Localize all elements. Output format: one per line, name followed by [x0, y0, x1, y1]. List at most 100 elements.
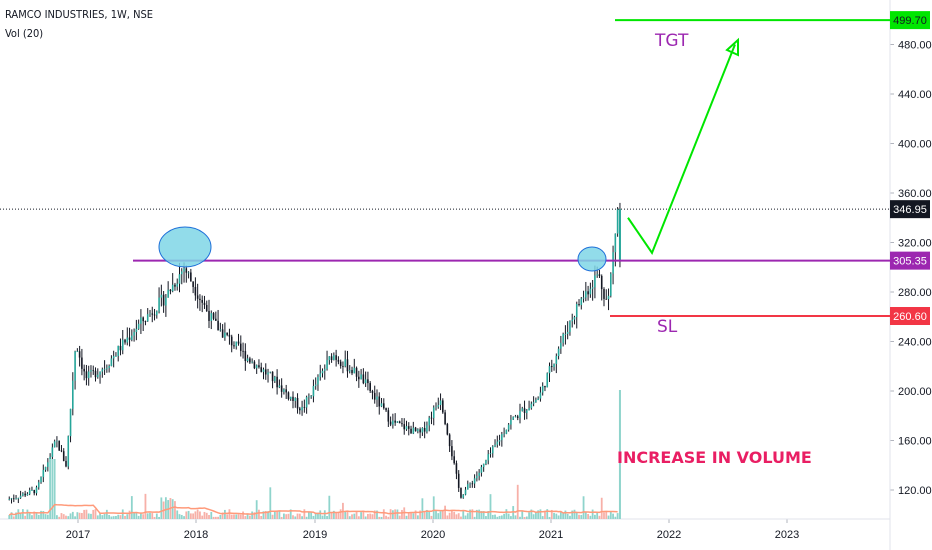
volume-bar [121, 509, 124, 519]
volume-bar [233, 514, 235, 519]
volume-bar [566, 513, 569, 519]
candle-body [496, 441, 499, 445]
volume-bar [74, 516, 76, 519]
volume-bar [28, 512, 31, 519]
volume-bar [26, 509, 29, 519]
volume-bar [582, 496, 585, 519]
candle-body [376, 396, 378, 400]
volume-bar [289, 509, 292, 519]
candle-body [305, 397, 308, 408]
volume-bar [46, 514, 49, 519]
candle-body [612, 252, 614, 274]
candle-body [407, 426, 410, 429]
candle-body [40, 477, 42, 483]
candle-body [466, 484, 469, 490]
candle-body [253, 361, 256, 369]
volume-bar [21, 509, 24, 519]
volume-bar [278, 511, 281, 519]
candle-body [587, 291, 589, 295]
candle-body [65, 460, 67, 467]
volume-bar [571, 510, 574, 519]
volume-bar [600, 497, 603, 519]
candle-body [149, 313, 151, 315]
volume-bar [598, 515, 601, 519]
candle-body [480, 466, 483, 473]
candle-body [239, 343, 242, 351]
volume-bar [344, 511, 347, 519]
volume-bar [398, 515, 401, 519]
volume-bar [94, 509, 97, 519]
volume-bar [494, 514, 496, 519]
volume-bar [248, 515, 251, 519]
volume-indicator-label[interactable]: Vol (20) [5, 27, 44, 40]
projection-arrowhead [725, 37, 739, 57]
volume-bar [528, 512, 530, 519]
volume-bar [253, 512, 256, 519]
candle-body [285, 389, 287, 393]
volume-bar [317, 512, 319, 519]
candle-body [435, 406, 437, 408]
candle-body [112, 356, 115, 359]
candle-body [555, 356, 558, 365]
volume-bar [228, 509, 231, 519]
candle-body [323, 368, 326, 371]
volume-bar [196, 509, 199, 519]
candle-body [526, 410, 528, 413]
candle-body [267, 372, 269, 375]
volume-bar [58, 516, 61, 519]
candle-body [557, 348, 560, 357]
volume-bar [371, 514, 374, 519]
volume-bar [230, 514, 233, 519]
candle-body [396, 421, 399, 423]
volume-bar [510, 516, 512, 519]
candle-body [233, 345, 235, 347]
volume-bar [430, 515, 433, 519]
volume-bar [503, 513, 506, 519]
candle-body [101, 369, 104, 372]
volume-bar [457, 513, 460, 519]
volume-bar [117, 514, 120, 519]
volume-bar [155, 513, 158, 519]
volume-bar [76, 512, 79, 519]
candle-body [15, 498, 17, 500]
candle-body [469, 483, 471, 485]
candle-body [246, 358, 249, 362]
volume-bar [380, 516, 383, 519]
candle-body [158, 297, 160, 312]
volume-bar [255, 500, 258, 519]
volume-bar [8, 515, 11, 519]
volume-bar [596, 512, 599, 519]
volume-bar [337, 512, 340, 519]
volume-bar [367, 513, 369, 519]
candle-body [369, 383, 371, 392]
candle-body [301, 407, 303, 411]
volume-bar [328, 495, 331, 519]
target-price-tag-bg [890, 11, 930, 30]
volume-bar [258, 509, 260, 519]
volume-bar [546, 509, 549, 519]
candle-body [10, 498, 13, 500]
stoploss-label: SL [657, 317, 678, 337]
volume-bar [269, 487, 272, 519]
volume-note: INCREASE IN VOLUME [617, 448, 812, 467]
volume-bar [180, 514, 183, 519]
candle-body [503, 433, 505, 435]
volume-bar [176, 510, 179, 519]
candle-body [605, 298, 608, 300]
candle-body [514, 416, 517, 418]
candle-body [403, 424, 406, 430]
candle-body [289, 396, 292, 399]
volume-bar [612, 513, 614, 519]
candle-body [135, 328, 138, 333]
volume-bar [160, 497, 163, 519]
volume-bar [246, 514, 249, 519]
candle-body [19, 495, 22, 498]
candle-body [237, 341, 240, 344]
candle-body [512, 416, 514, 420]
candle-body [83, 368, 85, 372]
volume-bar [189, 513, 192, 519]
candle-body [37, 482, 40, 488]
volume-bar [51, 459, 54, 519]
volume-bar [489, 494, 492, 519]
